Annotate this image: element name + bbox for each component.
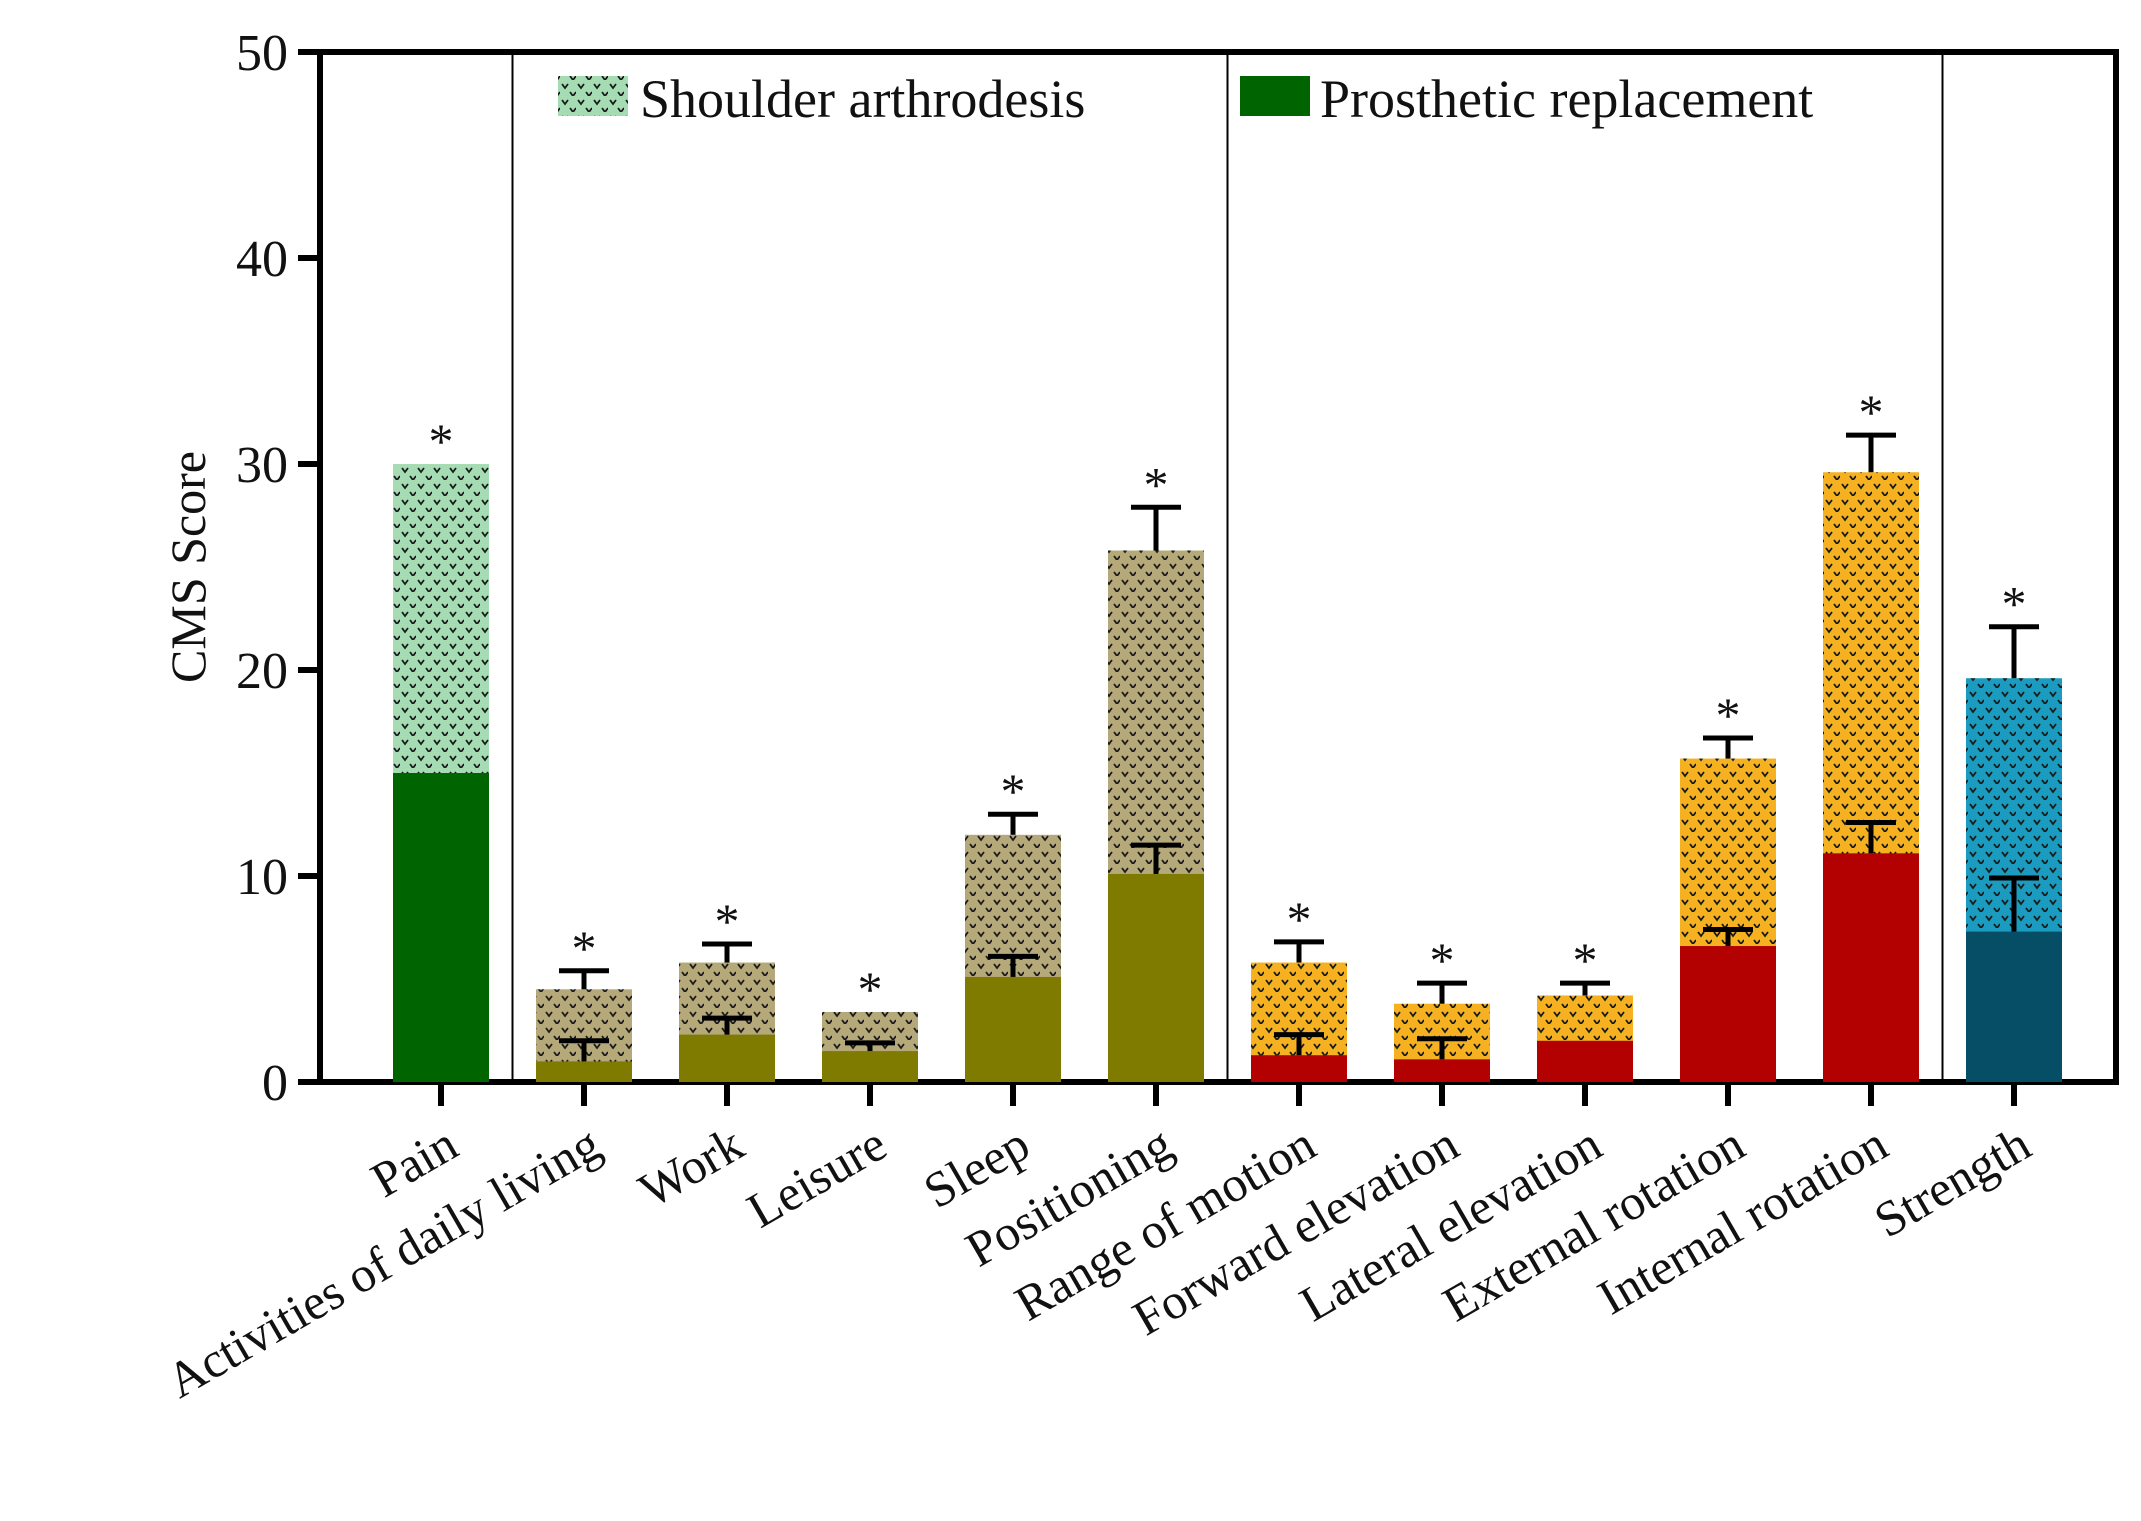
- significance-marker: *: [1573, 932, 1598, 988]
- bar-prosthetic: [393, 773, 489, 1082]
- significance-marker: *: [429, 413, 454, 469]
- plot-frame: [317, 49, 2119, 1085]
- significance-marker: *: [1001, 763, 1026, 819]
- legend: Shoulder arthrodesis Prosthetic replacem…: [558, 69, 1813, 129]
- x-tick-label: Strength: [1865, 1115, 2040, 1248]
- bar-prosthetic: [536, 1061, 632, 1082]
- y-axis: 0 10 20 30 40 50: [236, 25, 320, 1112]
- bars-layer: * * * * * * * * * * * *: [393, 384, 2062, 1082]
- legend-swatch-prosthetic: [1240, 76, 1310, 116]
- significance-marker: *: [1859, 384, 1884, 440]
- bar-prosthetic: [822, 1051, 918, 1082]
- legend-label-arthrodesis: Shoulder arthrodesis: [640, 69, 1085, 129]
- significance-marker: *: [1144, 456, 1169, 512]
- bar-prosthetic: [1537, 1040, 1633, 1082]
- bar-prosthetic: [1680, 946, 1776, 1082]
- y-tick-label: 0: [262, 1055, 288, 1112]
- bar-prosthetic: [1966, 931, 2062, 1082]
- significance-marker: *: [1287, 891, 1312, 947]
- y-axis-label: CMS Score: [160, 451, 216, 683]
- legend-swatch-arthrodesis-pattern: [558, 76, 628, 116]
- significance-marker: *: [572, 920, 597, 976]
- y-tick-label: 50: [236, 25, 288, 82]
- x-tick-label: Leisure: [738, 1115, 896, 1238]
- y-tick-label: 30: [236, 437, 288, 494]
- bar-prosthetic: [1251, 1055, 1347, 1082]
- bar-prosthetic: [1108, 873, 1204, 1082]
- bar-prosthetic: [965, 976, 1061, 1082]
- significance-marker: *: [1430, 932, 1455, 988]
- legend-label-prosthetic: Prosthetic replacement: [1320, 69, 1813, 129]
- bar-prosthetic: [679, 1034, 775, 1082]
- y-tick-label: 40: [236, 231, 288, 288]
- y-tick-label: 20: [236, 643, 288, 700]
- significance-marker: *: [1716, 687, 1741, 743]
- y-tick-label: 10: [236, 849, 288, 906]
- significance-marker: *: [858, 961, 883, 1017]
- significance-marker: *: [2002, 576, 2027, 632]
- bar-prosthetic: [1823, 853, 1919, 1082]
- significance-marker: *: [715, 893, 740, 949]
- bar-prosthetic: [1394, 1059, 1490, 1082]
- x-tick-label: Work: [629, 1115, 752, 1218]
- group-separators: [511, 52, 1944, 1082]
